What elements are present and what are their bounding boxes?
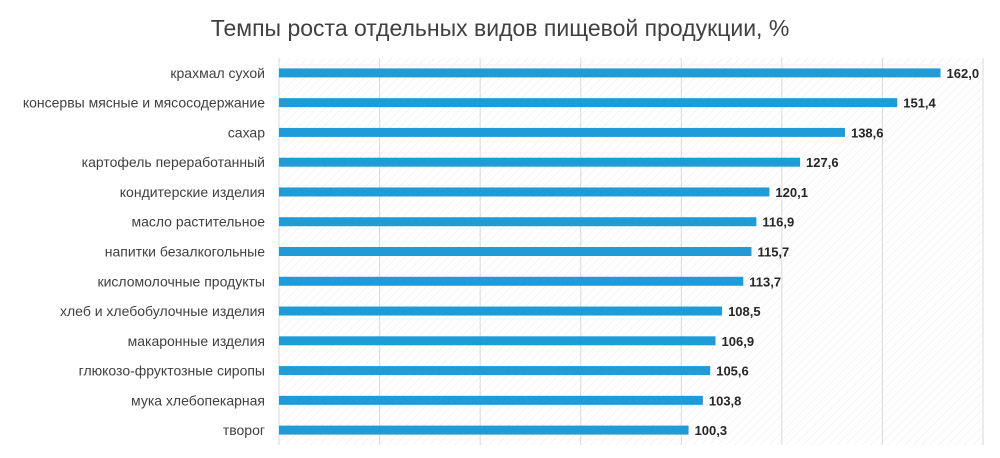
category-label: макаронные изделия xyxy=(128,333,265,349)
chart-title: Темпы роста отдельных видов пищевой прод… xyxy=(211,15,790,41)
bar xyxy=(279,276,744,286)
category-label: глюкозо-фруктозные сиропы xyxy=(79,363,265,379)
bars xyxy=(279,68,941,435)
data-label: 108,5 xyxy=(728,304,761,319)
bar xyxy=(279,336,716,346)
category-label: хлеб и хлебобулочные изделия xyxy=(60,303,265,319)
data-label: 138,6 xyxy=(851,125,884,140)
bar xyxy=(279,395,703,405)
bar xyxy=(279,247,752,256)
data-label: 116,9 xyxy=(762,215,794,230)
data-label: 103,8 xyxy=(709,393,742,408)
data-label: 100,3 xyxy=(695,423,728,438)
data-label: 115,7 xyxy=(757,245,789,260)
data-label: 151,4 xyxy=(903,96,936,111)
bar xyxy=(279,425,689,435)
bar xyxy=(279,217,757,227)
data-label: 106,9 xyxy=(722,334,755,349)
bar xyxy=(279,366,711,376)
category-label: масло растительное xyxy=(131,214,265,230)
category-labels: крахмал сухой консервы мясные и мясосодер… xyxy=(23,65,265,438)
bar xyxy=(279,187,770,197)
category-label: кондитерские изделия xyxy=(120,184,265,200)
bar xyxy=(279,127,845,137)
data-label: 113,7 xyxy=(749,274,781,289)
bar xyxy=(279,157,801,167)
data-label: 127,6 xyxy=(806,155,839,170)
category-label: крахмал сухой xyxy=(170,65,265,81)
data-label: 162,0 xyxy=(947,66,980,81)
data-labels: 162,0 151,4 138,6 127,6 120,1 116,9 115,7 113,7… xyxy=(695,66,980,438)
category-label: картофель переработанный xyxy=(82,154,265,170)
category-label: напитки безалкогольные xyxy=(105,244,265,260)
bar xyxy=(279,68,941,78)
category-label: консервы мясные и мясосодержание xyxy=(23,95,265,111)
category-label: мука хлебопекарная xyxy=(131,392,265,408)
category-label: творог xyxy=(223,422,265,438)
data-label: 120,1 xyxy=(775,185,808,200)
bar xyxy=(279,98,898,108)
category-label: сахар xyxy=(228,124,265,140)
category-label: кисломолочные продукты xyxy=(97,273,265,289)
data-label: 105,6 xyxy=(716,364,749,379)
bar xyxy=(279,306,723,316)
